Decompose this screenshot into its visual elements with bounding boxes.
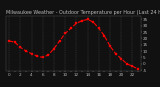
Text: Milwaukee Weather - Outdoor Temperature per Hour (Last 24 Hours): Milwaukee Weather - Outdoor Temperature … [6, 10, 160, 15]
